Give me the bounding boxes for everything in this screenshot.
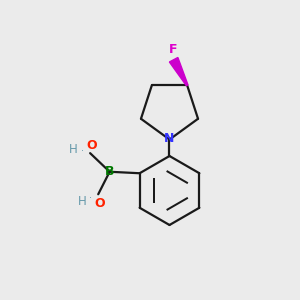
Text: B: B — [105, 165, 114, 178]
Text: H: H — [78, 195, 87, 208]
Text: N: N — [164, 132, 175, 145]
Text: ·: · — [89, 193, 92, 203]
Text: ·: · — [80, 146, 83, 156]
Text: O: O — [94, 197, 105, 210]
Text: H: H — [69, 143, 78, 156]
Text: F: F — [169, 43, 177, 56]
Text: O: O — [86, 139, 97, 152]
Polygon shape — [169, 58, 188, 86]
